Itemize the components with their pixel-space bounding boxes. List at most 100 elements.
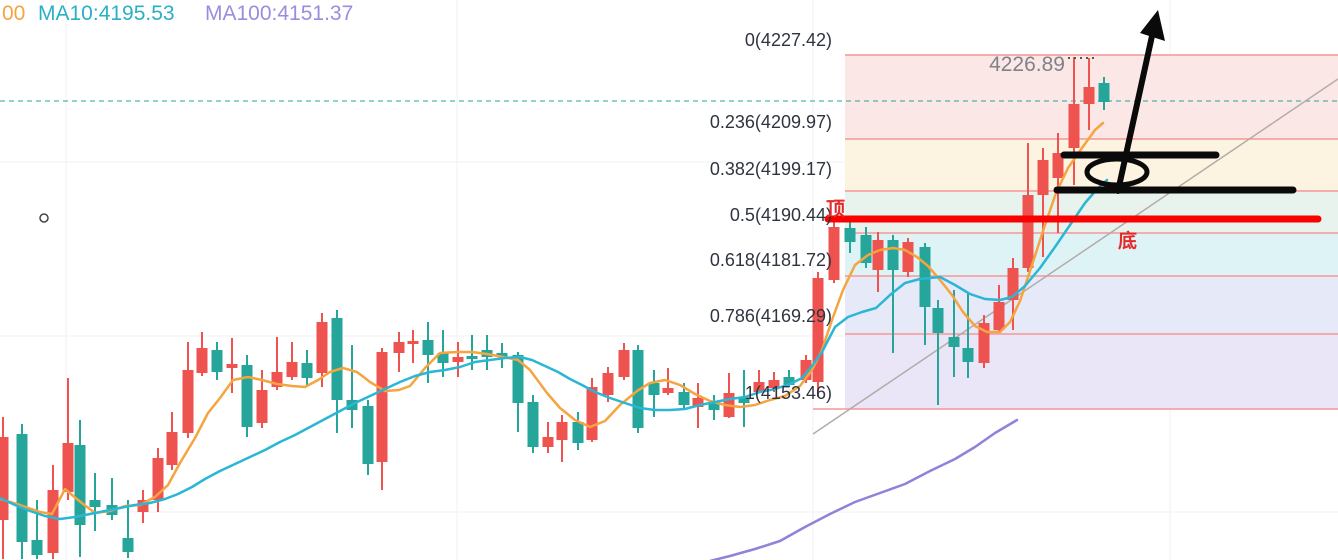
candle-body: [1083, 87, 1095, 104]
candle: [902, 238, 914, 277]
candle-body: [437, 353, 449, 363]
candle-body: [618, 350, 630, 377]
candle: [271, 337, 283, 390]
candle: [738, 370, 750, 427]
candle-body: [678, 392, 690, 405]
up-arrow-head[interactable]: [1140, 10, 1165, 41]
candle-body: [196, 348, 208, 373]
candle-body: [152, 458, 164, 500]
candle: [62, 378, 74, 500]
candle: [496, 343, 508, 368]
up-arrow-shaft[interactable]: [1115, 33, 1155, 194]
candle-body: [226, 364, 238, 368]
fib-zone: [845, 276, 1338, 334]
hand-drawn-annotations[interactable]: [1053, 10, 1297, 194]
candle-body: [692, 398, 704, 407]
candle: [860, 227, 872, 268]
candle-body: [301, 363, 313, 378]
candle-body: [256, 390, 268, 423]
candle: [211, 342, 223, 380]
candle: [932, 300, 944, 405]
candle-body: [393, 342, 405, 353]
candle-body: [1007, 268, 1019, 300]
candle-body: [872, 240, 884, 270]
fib-zone: [845, 334, 1338, 409]
candle-body: [166, 432, 178, 465]
candle-body: [902, 242, 914, 272]
candle: [376, 348, 388, 490]
candle: [812, 272, 824, 397]
candle: [286, 342, 298, 380]
candle: [1022, 143, 1034, 272]
candle: [452, 342, 464, 377]
candle-body: [586, 387, 598, 440]
candle-body: [993, 302, 1005, 330]
candle-body: [1052, 153, 1064, 178]
candle-body: [31, 540, 43, 555]
circle-marker[interactable]: [39, 213, 49, 223]
candle-body: [662, 388, 674, 393]
candle: [527, 395, 539, 453]
fib-label-0618: 0.618(4181.72): [709, 250, 832, 270]
candle-body: [800, 360, 812, 380]
candle-body: [844, 228, 856, 242]
candle-body: [512, 355, 524, 403]
fib-zone: [845, 233, 1338, 276]
candle: [1068, 57, 1080, 185]
candle-body: [89, 500, 101, 507]
candle-body: [16, 434, 28, 542]
fib-label-0236: 0.236(4209.97): [709, 112, 832, 132]
candle-body: [422, 340, 434, 355]
candle: [556, 415, 568, 462]
fib-label-0786: 0.786(4169.29): [709, 306, 832, 326]
fib-level-labels: 0(4227.42) 0.236(4209.97) 0.382(4199.17)…: [709, 30, 832, 403]
ma-fast-line: [0, 121, 1105, 516]
candle: [872, 232, 884, 292]
candle-body: [241, 365, 253, 427]
candle-body: [496, 353, 508, 357]
candle-body: [331, 318, 343, 400]
fib-retracement[interactable]: [813, 54, 1338, 410]
candle-body: [316, 322, 328, 373]
trendline[interactable]: [812, 78, 1338, 435]
ma100-line: [709, 418, 1019, 560]
fib-label-0382: 0.382(4199.17): [709, 159, 832, 179]
candle: [993, 285, 1005, 332]
candle-body: [211, 350, 223, 372]
ma-indicator-labels: 00 MA10:4195.53 MA100:4151.37: [0, 0, 420, 28]
candle: [586, 378, 598, 442]
candle-body: [572, 422, 584, 443]
candle: [0, 417, 9, 559]
candle-body: [542, 437, 554, 447]
candle: [1098, 77, 1110, 110]
ma5-label-partial: 00: [2, 2, 26, 25]
candle: [393, 332, 405, 372]
candle-body: [362, 406, 374, 464]
candle: [708, 395, 720, 420]
candle-body: [932, 308, 944, 333]
candle-body: [556, 422, 568, 440]
candle-body: [47, 490, 59, 553]
candle-body: [0, 437, 9, 520]
fib-label-0: 0(4227.42): [744, 30, 832, 50]
candle: [137, 490, 149, 523]
candle: [753, 370, 765, 393]
candle: [241, 355, 253, 437]
candle: [1083, 58, 1095, 130]
candle: [16, 424, 28, 559]
candle: [362, 400, 374, 475]
fib-zone: [845, 191, 1338, 233]
candle-body: [812, 278, 824, 382]
candle-body: [783, 377, 795, 385]
candle: [962, 293, 974, 378]
candle-body: [286, 362, 298, 377]
candle-body: [1098, 83, 1110, 102]
candle-body: [137, 500, 149, 512]
candle-body: [1068, 104, 1080, 148]
candle-body: [768, 380, 780, 388]
candle: [828, 222, 840, 283]
candle: [316, 313, 328, 387]
candle-body: [452, 357, 464, 362]
